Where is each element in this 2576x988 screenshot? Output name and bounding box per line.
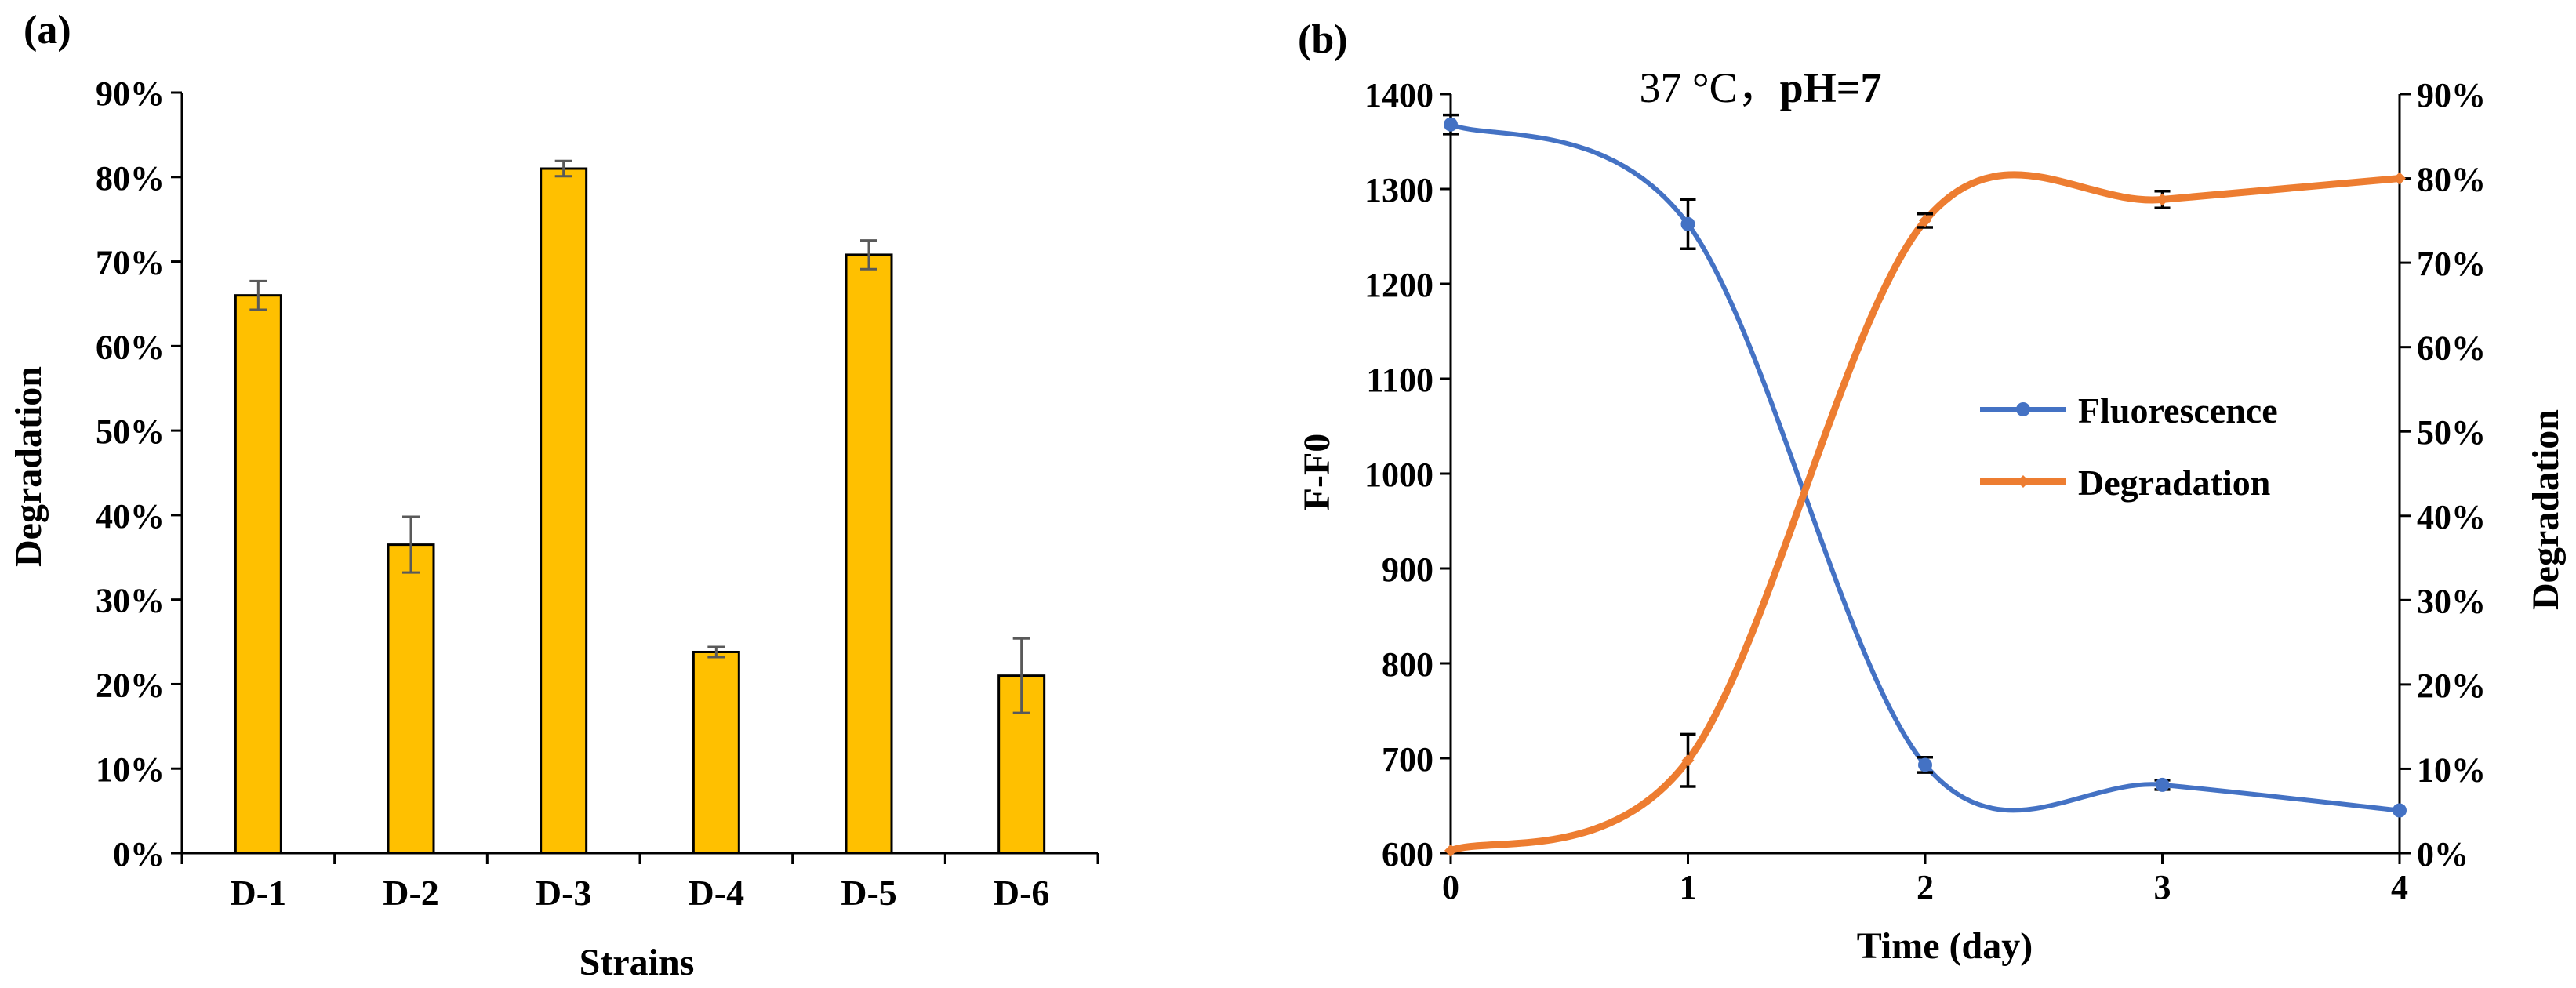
title-ph: pH=7: [1780, 64, 1882, 111]
x-axis-label-b: Time (day): [1857, 925, 2033, 967]
y-tick-label-left-b: 1000: [1364, 456, 1433, 494]
line-chart-panel-b: (b) 37 °C，pH=7 F-F0 Degradation Time (da…: [1296, 17, 2567, 967]
bar: [234, 294, 282, 855]
y-tick-label-a: 70%: [96, 244, 165, 282]
marker-point: [1444, 117, 1458, 132]
y-tick-label-left-b: 800: [1382, 645, 1433, 684]
x-tick-label-a: D-1: [231, 873, 287, 913]
panel-label-b: (b): [1298, 17, 1348, 62]
y-tick-label-right-b: 80%: [2417, 161, 2486, 199]
x-tick-label-a: D-2: [383, 873, 439, 913]
x-tick-label-b: 4: [2391, 868, 2408, 906]
y-tick-label-a: 0%: [113, 835, 165, 874]
marker-point: [2155, 777, 2170, 792]
marker-point: [2393, 803, 2407, 818]
y-tick-label-right-b: 0%: [2417, 835, 2469, 874]
marker-point: [1919, 214, 1931, 227]
y-tick-label-right-b: 10%: [2417, 750, 2486, 789]
y-tick-label-a: 50%: [96, 412, 165, 451]
y-tick-label-a: 90%: [96, 74, 165, 113]
chart-title-b: 37 °C，pH=7: [1640, 64, 1882, 111]
x-tick-label-b: 3: [2154, 868, 2171, 906]
y-tick-label-a: 20%: [96, 666, 165, 704]
y-tick-label-right-b: 60%: [2417, 329, 2486, 368]
y-tick-label-left-b: 600: [1382, 835, 1433, 874]
y-tick-label-right-b: 70%: [2417, 245, 2486, 283]
legend-marker: [2016, 402, 2030, 416]
y-axis-label-a: Degradation: [8, 366, 49, 567]
bar: [387, 543, 435, 855]
series-line-fluorescence: [1448, 122, 2402, 813]
x-tick-label-a: D-6: [994, 873, 1050, 913]
legend-label: Fluorescence: [2078, 390, 2278, 430]
y-axis-label-right-b: Degradation: [2525, 409, 2567, 610]
y-tick-label-a: 10%: [96, 750, 165, 789]
x-axis-label-a: Strains: [580, 942, 695, 983]
legend-label: Degradation: [2078, 463, 2270, 503]
bar: [845, 253, 893, 855]
marker-point: [2156, 193, 2169, 206]
panel-label-a: (a): [24, 8, 71, 53]
y-tick-label-left-b: 1200: [1364, 266, 1433, 304]
y-tick-label-a: 60%: [96, 328, 165, 366]
y-tick-label-left-b: 900: [1382, 550, 1433, 589]
y-axis-label-left-b: F-F0: [1296, 434, 1338, 511]
y-tick-label-left-b: 1300: [1364, 171, 1433, 209]
legend-marker: [2017, 475, 2029, 488]
y-tick-label-right-b: 50%: [2417, 413, 2486, 452]
y-tick-label-left-b: 1400: [1364, 76, 1433, 114]
marker-point: [1680, 216, 1695, 231]
y-tick-label-right-b: 20%: [2417, 667, 2486, 705]
marker-point: [1918, 757, 1932, 772]
x-tick-label-b: 2: [1917, 868, 1934, 906]
x-tick-label-a: D-4: [689, 873, 745, 913]
bar-chart-panel-a: (a) Degradation Strains 0% 10% 20% 30% 40% 50…: [8, 8, 1099, 983]
y-tick-label-right-b: 30%: [2417, 582, 2486, 620]
marker-point: [1681, 754, 1695, 767]
x-tick-label-a: D-3: [536, 873, 592, 913]
marker-point: [1444, 844, 1457, 857]
y-tick-label-right-b: 40%: [2417, 498, 2486, 536]
y-tick-label-right-b: 90%: [2417, 76, 2486, 114]
y-tick-label-a: 40%: [96, 497, 165, 536]
title-conditions: 37 °C，: [1640, 64, 1780, 111]
y-tick-label-a: 30%: [96, 582, 165, 620]
bar: [692, 650, 740, 855]
x-tick-label-a: D-5: [841, 873, 897, 913]
y-tick-label-left-b: 700: [1382, 740, 1433, 779]
series-line-degradation: [1447, 171, 2403, 855]
y-tick-label-left-b: 1100: [1366, 361, 1433, 399]
x-tick-label-b: 1: [1680, 868, 1697, 906]
x-tick-label-b: 0: [1442, 868, 1459, 906]
y-tick-label-a: 80%: [96, 159, 165, 198]
bar: [540, 167, 588, 855]
marker-point: [2393, 172, 2406, 185]
